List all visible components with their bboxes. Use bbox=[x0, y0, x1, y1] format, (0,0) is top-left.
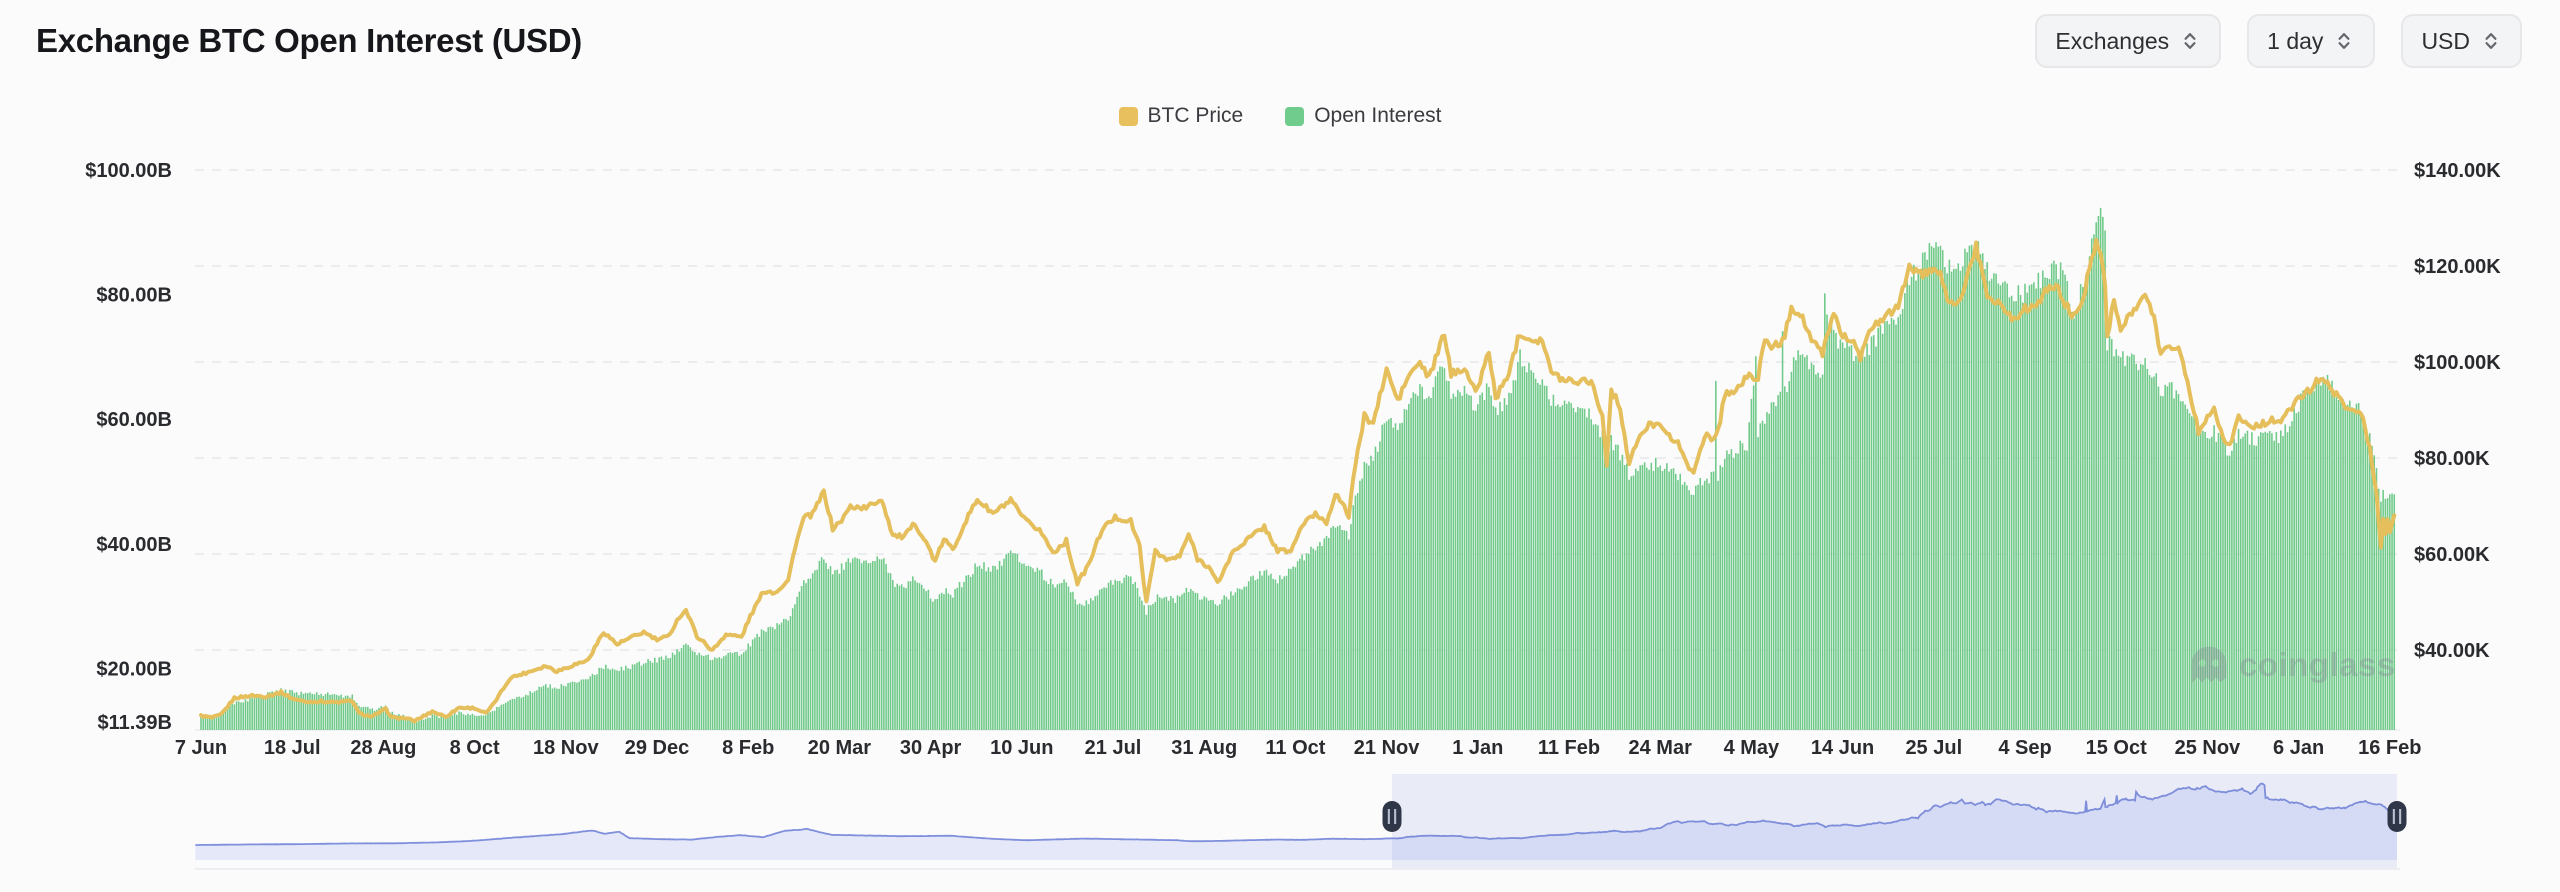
x-axis-tick: 11 Oct bbox=[1265, 737, 1325, 759]
y-axis-tick-left: $40.00B bbox=[96, 534, 172, 556]
y-axis-tick-left: $20.00B bbox=[96, 658, 172, 680]
x-axis-tick: 7 Jun bbox=[175, 737, 227, 759]
x-axis-tick: 1 Jan bbox=[1452, 737, 1503, 759]
select-chevrons-icon bbox=[2485, 33, 2497, 49]
x-axis-labels: 7 Jun 18 Jul 28 Aug 8 Oct 18 Nov 29 Dec 8 Feb 2… bbox=[175, 737, 2422, 759]
navigator-line bbox=[195, 782, 2398, 846]
x-axis-tick: 4 Sep bbox=[1998, 737, 2051, 759]
x-axis-tick: 24 Mar bbox=[1629, 737, 1693, 759]
btc-price-line[interactable] bbox=[199, 238, 2397, 724]
y-axis-left-labels: $100.00B $80.00B $60.00B $40.00B $20.00B $11.… bbox=[85, 160, 172, 734]
y-axis-right-labels: $140.00K $120.00K $100.00K $80.00K $60.00K $4… bbox=[2414, 160, 2501, 662]
btc-price-swatch bbox=[1118, 106, 1138, 126]
open-interest-chart-canvas[interactable]: $100.00B $80.00B $60.00B $40.00B $20.00B $11.… bbox=[0, 0, 2560, 760]
x-axis-tick: 30 Apr bbox=[900, 737, 962, 759]
x-axis-tick: 28 Aug bbox=[350, 737, 416, 759]
x-axis-tick: 15 Oct bbox=[2086, 737, 2147, 759]
navigator-handle-left[interactable] bbox=[1382, 801, 1402, 832]
select-chevrons-icon bbox=[2184, 33, 2196, 49]
x-axis-tick: 14 Jun bbox=[1811, 737, 1874, 759]
legend-label-open-interest: Open Interest bbox=[1314, 104, 1442, 127]
currency-select[interactable]: USD bbox=[2401, 14, 2522, 68]
x-axis-tick: 25 Nov bbox=[2175, 737, 2241, 759]
y-axis-tick-right: $60.00K bbox=[2414, 544, 2490, 566]
y-axis-tick-right: $140.00K bbox=[2414, 160, 2501, 182]
x-axis-tick: 16 Feb bbox=[2358, 737, 2421, 759]
open-interest-bars[interactable] bbox=[200, 207, 2396, 730]
exchanges-select[interactable]: Exchanges bbox=[2035, 14, 2222, 68]
y-axis-tick-right: $40.00K bbox=[2414, 640, 2490, 662]
x-axis-tick: 20 Mar bbox=[808, 737, 872, 759]
open-interest-swatch bbox=[1285, 106, 1305, 126]
x-axis-tick: 8 Oct bbox=[450, 737, 500, 759]
gridlines bbox=[195, 169, 2400, 651]
interval-select[interactable]: 1 day bbox=[2247, 14, 2376, 68]
x-axis-tick: 10 Jun bbox=[990, 737, 1053, 759]
chart-navigator[interactable] bbox=[0, 760, 2560, 892]
page-title: Exchange BTC Open Interest (USD) bbox=[36, 22, 582, 59]
x-axis-tick: 21 Jul bbox=[1085, 737, 1142, 759]
navigator-selected-range[interactable] bbox=[1392, 774, 2397, 868]
legend-label-btc-price: BTC Price bbox=[1147, 104, 1244, 127]
y-axis-tick-left: $80.00B bbox=[96, 285, 172, 307]
interval-select-value: 1 day bbox=[2267, 27, 2324, 54]
x-axis-tick: 6 Jan bbox=[2273, 737, 2324, 759]
x-axis-tick: 21 Nov bbox=[1354, 737, 1420, 759]
x-axis-tick: 11 Feb bbox=[1538, 737, 1600, 759]
page-header: Exchange BTC Open Interest (USD) Exchang… bbox=[0, 0, 2560, 72]
navigator-area bbox=[195, 783, 2398, 860]
x-axis-tick: 25 Jul bbox=[1905, 737, 1962, 759]
legend-item-btc-price[interactable]: BTC Price bbox=[1118, 104, 1244, 128]
y-axis-tick-left: $100.00B bbox=[85, 160, 172, 182]
x-axis-tick: 31 Aug bbox=[1171, 737, 1237, 759]
x-axis-tick: 8 Feb bbox=[722, 737, 774, 759]
y-axis-tick-right: $80.00K bbox=[2414, 448, 2490, 470]
x-axis-tick: 18 Nov bbox=[533, 737, 599, 759]
currency-select-value: USD bbox=[2421, 27, 2470, 54]
chart-legend: BTC Price Open Interest bbox=[0, 104, 2560, 128]
x-axis-tick: 4 May bbox=[1724, 737, 1780, 759]
y-axis-tick-right: $100.00K bbox=[2414, 352, 2501, 374]
y-axis-tick-left: $11.39B bbox=[97, 712, 172, 734]
navigator-handle-right[interactable] bbox=[2387, 801, 2407, 832]
chart-controls: Exchanges 1 day USD bbox=[2035, 14, 2522, 68]
select-chevrons-icon bbox=[2338, 33, 2350, 49]
legend-item-open-interest[interactable]: Open Interest bbox=[1285, 104, 1441, 128]
x-axis-tick: 29 Dec bbox=[625, 737, 690, 759]
y-axis-tick-right: $120.00K bbox=[2414, 256, 2501, 278]
y-axis-tick-left: $60.00B bbox=[96, 409, 172, 431]
x-axis-tick: 18 Jul bbox=[264, 737, 321, 759]
exchanges-select-value: Exchanges bbox=[2055, 27, 2170, 54]
